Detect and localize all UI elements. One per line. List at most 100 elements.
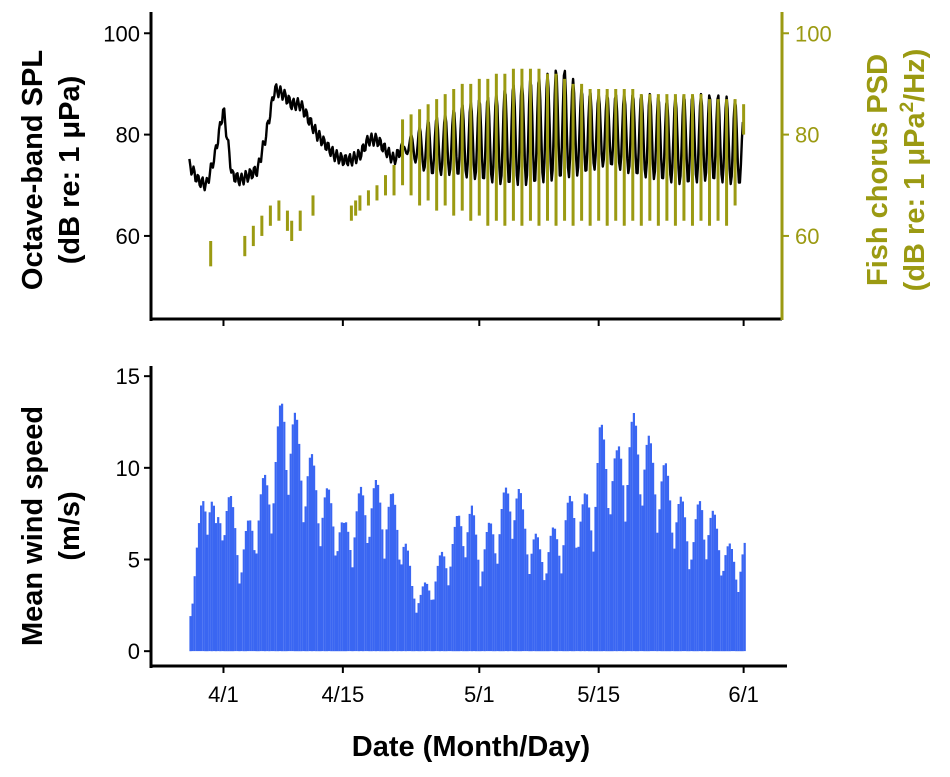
wind-bar <box>257 520 260 652</box>
wind-bar <box>232 507 235 652</box>
wind-bar <box>315 490 318 652</box>
wind-bar <box>440 551 444 652</box>
wind-bar <box>428 590 431 652</box>
wind-bar <box>517 489 520 652</box>
wind-bar <box>215 523 218 652</box>
wind-bar <box>713 514 716 652</box>
wind-bar <box>688 569 691 652</box>
wind-bar <box>453 526 456 652</box>
fish-y-tick-label: 100 <box>795 21 832 46</box>
wind-bar <box>300 480 303 652</box>
wind-bar <box>264 474 267 652</box>
wind-bar <box>718 550 721 652</box>
wind-bar <box>641 505 644 652</box>
wind-bar <box>652 462 655 652</box>
fish-y-subtitle-group: (dB re: 1 μPa2/Hz) <box>897 49 931 292</box>
wind-bar <box>741 554 744 652</box>
x-tick-label: 4/1 <box>208 682 239 707</box>
wind-bar <box>451 544 454 652</box>
x-axis-title: Date (Month/Day) <box>352 731 590 763</box>
wind-bar <box>225 511 228 652</box>
wind-bar <box>413 598 416 652</box>
wind-speed-series <box>189 403 746 652</box>
wind-bar <box>485 532 488 652</box>
wind-bar <box>575 547 578 652</box>
wind-bar <box>285 470 288 652</box>
wind-bar <box>458 515 461 652</box>
spl-y-tick-label: 60 <box>116 224 140 249</box>
wind-bar <box>664 463 667 652</box>
spl-y-tick-label: 100 <box>103 21 140 46</box>
wind-bar <box>502 492 505 652</box>
wind-bar <box>639 494 642 652</box>
wind-bar <box>195 547 198 652</box>
x-tick-label: 6/1 <box>728 682 759 707</box>
wind-bar <box>579 521 582 652</box>
wind-bar <box>355 511 358 652</box>
wind-bar <box>530 553 533 652</box>
wind-bar <box>671 532 674 652</box>
fish-chorus-series <box>209 68 746 267</box>
x-tick-label: 5/15 <box>577 682 620 707</box>
wind-bar <box>404 543 407 652</box>
wind-bar <box>364 515 367 652</box>
wind-bar <box>620 458 623 652</box>
wind-bar <box>483 549 486 652</box>
wind-bar <box>191 603 194 652</box>
wind-bar <box>645 444 648 652</box>
wind-bar <box>430 599 433 652</box>
wind-bar <box>381 529 384 652</box>
wind-bar <box>332 526 335 652</box>
wind-bar <box>417 603 420 652</box>
wind-bar <box>402 546 405 652</box>
wind-bar <box>411 586 414 652</box>
wind-bar <box>244 531 247 652</box>
wind-bar <box>351 567 354 652</box>
wind-bar <box>246 520 250 652</box>
wind-bar <box>677 504 680 652</box>
wind-bar <box>330 503 333 652</box>
wind-bar <box>338 532 341 652</box>
wind-bar <box>249 520 252 652</box>
wind-bar <box>528 574 531 652</box>
wind-panel: 0 5 10 15 4/1 4/15 5/1 5/15 6/1 <box>116 364 787 707</box>
wind-bar <box>726 546 729 652</box>
wind-bar <box>368 536 371 652</box>
wind-bar <box>426 583 429 652</box>
wind-bar <box>193 576 196 652</box>
wind-bar <box>500 509 503 652</box>
spl-y-ticks: 60 80 100 <box>103 21 151 249</box>
wind-bar <box>581 504 584 652</box>
wind-bar <box>479 586 482 652</box>
wind-bar <box>327 489 331 652</box>
wind-bar <box>419 594 422 652</box>
wind-bar <box>722 570 725 652</box>
wind-bar <box>730 549 733 652</box>
spl-y-title-line-1: Octave-band SPL <box>17 50 49 290</box>
x-tick-label: 4/15 <box>321 682 364 707</box>
wind-bar <box>268 504 271 652</box>
wind-bar <box>504 487 508 652</box>
wind-bar <box>406 550 409 652</box>
wind-bar <box>238 583 241 652</box>
wind-bar <box>683 517 687 652</box>
wind-bar <box>436 565 439 652</box>
spl-series <box>188 69 745 192</box>
wind-bar <box>206 534 209 652</box>
wind-bar <box>313 465 316 652</box>
wind-bar <box>447 585 450 652</box>
wind-bar <box>466 532 469 652</box>
wind-bar <box>656 532 659 652</box>
wind-bar <box>396 529 399 652</box>
wind-bar <box>573 518 576 652</box>
wind-bar <box>212 505 215 652</box>
wind-bar <box>385 529 388 652</box>
wind-bar <box>545 573 548 652</box>
spl-y-tick-label: 80 <box>116 123 140 148</box>
wind-bar <box>739 571 742 652</box>
wind-bar <box>585 494 589 652</box>
wind-bar <box>308 457 311 652</box>
wind-bar <box>666 475 670 652</box>
wind-bar <box>345 522 348 652</box>
